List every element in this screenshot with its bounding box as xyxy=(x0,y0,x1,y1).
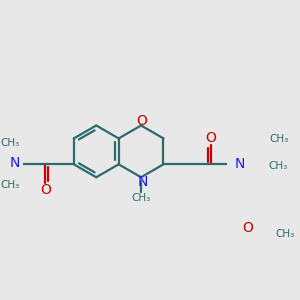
Text: CH₃: CH₃ xyxy=(1,138,20,148)
Text: N: N xyxy=(137,175,148,189)
Text: N: N xyxy=(235,157,245,171)
Text: N: N xyxy=(10,156,20,170)
Text: CH₃: CH₃ xyxy=(1,180,20,190)
Text: CH₃: CH₃ xyxy=(275,229,295,239)
Text: CH₃: CH₃ xyxy=(268,161,288,171)
Text: CH₃: CH₃ xyxy=(270,134,289,144)
Text: O: O xyxy=(206,131,217,146)
Text: O: O xyxy=(40,183,51,197)
Text: O: O xyxy=(136,114,147,128)
Text: CH₃: CH₃ xyxy=(131,194,151,203)
Text: O: O xyxy=(242,221,253,235)
